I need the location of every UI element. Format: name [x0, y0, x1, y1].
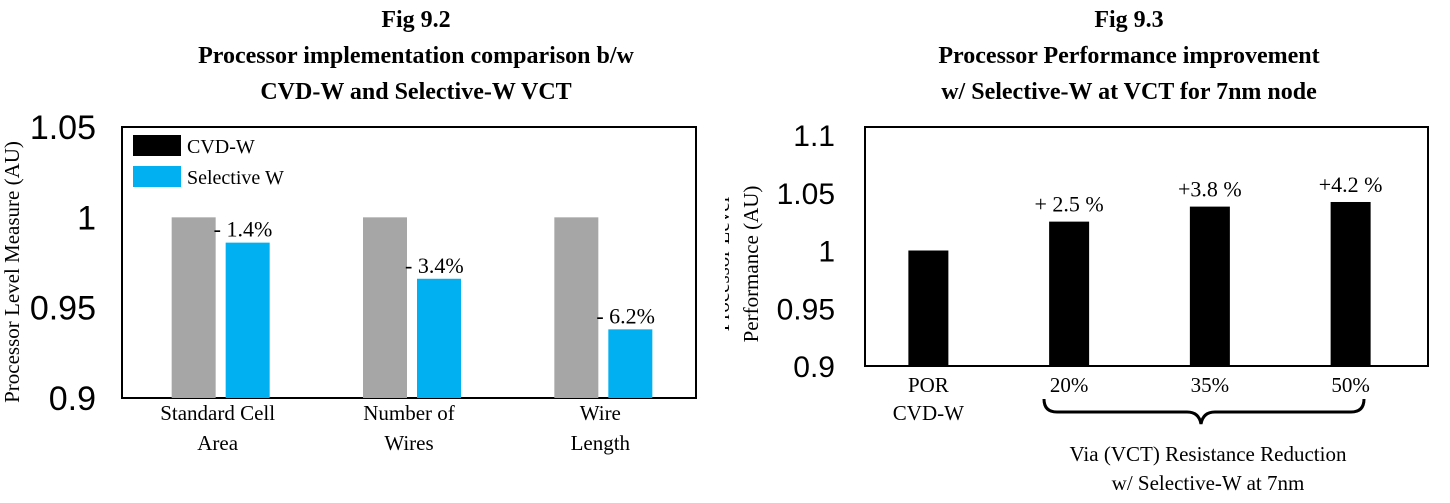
delta-annotation: +3.8 %: [1178, 177, 1242, 202]
delta-annotation: - 6.2%: [596, 303, 655, 328]
x-tick-label-line1: 50%: [1331, 373, 1370, 397]
data-annotations: + 2.5 % +3.8 % +4.2 %: [1035, 172, 1383, 217]
group-brace: [1042, 398, 1366, 425]
bar-cvd-w: [363, 217, 407, 398]
bar-selective-w: [417, 278, 461, 398]
y-tick-labels: 1.1 1.05 1 0.95 0.9: [777, 120, 835, 384]
bar-performance: [1189, 206, 1230, 366]
legend: CVD-W Selective W: [133, 135, 284, 189]
legend-label-cvd: CVD-W: [187, 136, 255, 158]
chart-title-line3: w/ Selective-W at VCT for 7nm node: [941, 79, 1317, 105]
bar-series: [171, 217, 653, 398]
y-tick-label: 1: [77, 199, 96, 237]
bar-series: [908, 201, 1371, 366]
plot-area-frame: [864, 126, 1429, 367]
x-tick-label-line2: Length: [571, 431, 631, 455]
fig-9-2-chart: Fig 9.2 Processor implementation compari…: [0, 7, 697, 455]
delta-annotation: - 3.4%: [405, 253, 464, 278]
y-tick-label: 1: [818, 236, 835, 269]
bar-selective-w: [225, 242, 270, 398]
plot-area-frame: [121, 126, 697, 399]
y-tick-label: 0.95: [30, 290, 96, 328]
fig-9-2-panel: Fig 9.2 Processor implementation compari…: [0, 7, 697, 455]
group-label-line1: Via (VCT) Resistance Reduction: [1070, 442, 1347, 466]
x-tick-label-line1: POR: [908, 373, 949, 397]
x-tick-label-line1: 35%: [1191, 373, 1230, 397]
y-axis-label: Processor Level Measure (AU): [0, 141, 24, 403]
x-tick-label-line1: 20%: [1050, 373, 1089, 397]
y-tick-labels: 1.05 1 0.95 0.9: [30, 109, 96, 418]
chart-title-line1: Fig 9.3: [1094, 7, 1163, 33]
bar-performance: [908, 250, 949, 366]
y-tick-label: 0.9: [793, 351, 835, 384]
group-label-line2: w/ Selective-W at 7nm: [1112, 471, 1305, 495]
chart-title-line2: Processor Performance improvement: [938, 43, 1319, 69]
legend-swatch-cvd: [133, 135, 181, 156]
x-tick-label-line2: CVD-W: [893, 401, 964, 425]
y-axis-label-line1: Processor Level: [725, 196, 734, 331]
chart-title-line3: CVD-W and Selective-W VCT: [260, 79, 571, 105]
x-tick-label-line1: Standard Cell: [160, 401, 275, 425]
delta-annotation: + 2.5 %: [1035, 192, 1104, 217]
delta-annotation: +4.2 %: [1319, 172, 1383, 197]
y-tick-label: 0.9: [49, 380, 96, 418]
data-annotations: - 1.4% - 3.4% - 6.2%: [214, 217, 655, 329]
x-tick-labels: POR CVD-W 20% 35% 50%: [893, 373, 1370, 425]
delta-annotation: - 1.4%: [214, 217, 273, 242]
bar-selective-w: [608, 329, 653, 398]
bar-cvd-w: [171, 217, 216, 398]
bar-performance: [1049, 221, 1090, 366]
bar-cvd-w: [554, 217, 599, 398]
legend-label-selective: Selective W: [187, 167, 284, 189]
x-tick-label-line2: Wires: [384, 431, 433, 455]
fig-9-3-chart: Fig 9.3 Processor Performance improvemen…: [725, 7, 1429, 495]
bar-performance: [1330, 201, 1371, 366]
y-axis-label-line2: Performance (AU): [739, 186, 763, 343]
y-tick-label: 1.05: [777, 178, 835, 211]
y-tick-label: 0.95: [777, 293, 835, 326]
chart-title-line1: Fig 9.2: [381, 7, 450, 33]
y-tick-label: 1.1: [793, 120, 835, 153]
legend-swatch-selective: [133, 166, 181, 187]
chart-title-line2: Processor implementation comparison b/w: [198, 43, 634, 69]
x-tick-label-line1: Number of: [363, 401, 455, 425]
y-tick-label: 1.05: [30, 109, 96, 147]
fig-9-3-panel: Fig 9.3 Processor Performance improvemen…: [725, 0, 1450, 503]
x-tick-label-line2: Area: [197, 431, 238, 455]
x-tick-labels: Standard Cell Area Number of Wires Wire Lengt…: [160, 401, 630, 455]
x-tick-label-line1: Wire: [580, 401, 621, 425]
